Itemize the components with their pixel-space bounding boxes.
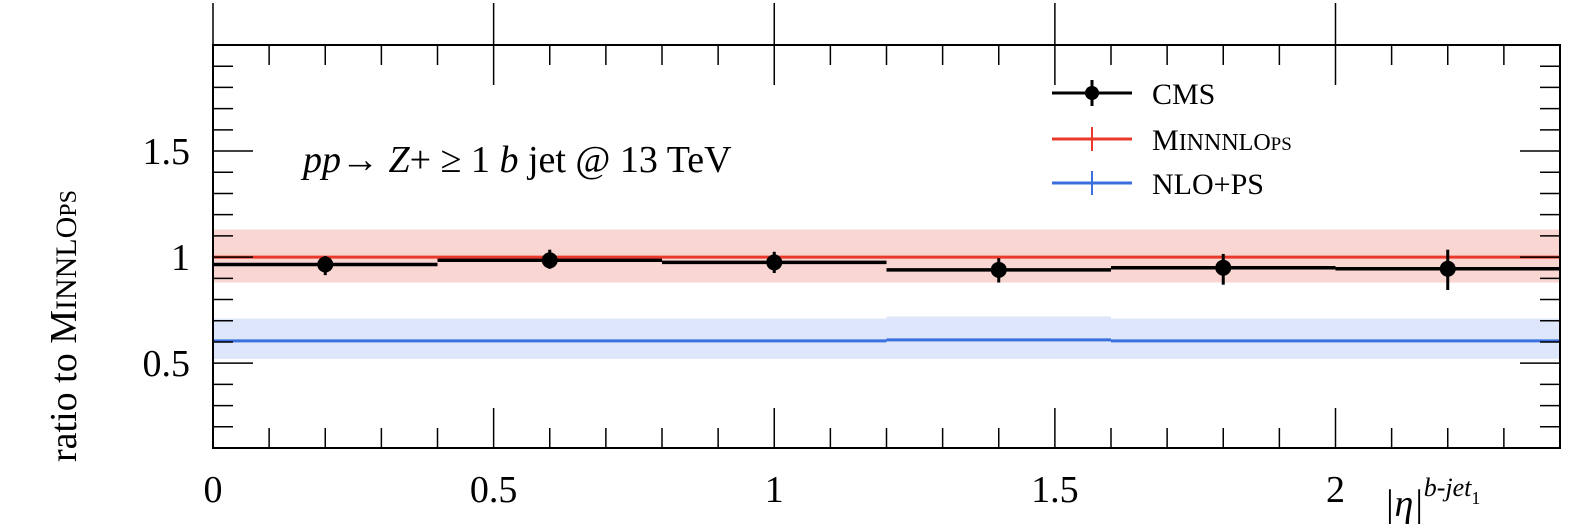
legend-label-minnlo-smallcaps: INNNLO bbox=[1179, 130, 1271, 156]
legend-entry-minnlo: MINNNLOPS bbox=[1052, 124, 1292, 157]
x-axis-label-sup: b-jet bbox=[1424, 473, 1472, 502]
annot-arrow: → bbox=[341, 139, 389, 181]
x-tick-label-1.5: 1.5 bbox=[1031, 469, 1079, 511]
y-tick-label-0.5: 0.5 bbox=[143, 343, 191, 385]
y-axis-label: ratio to MINNLOPS bbox=[43, 190, 85, 462]
y-axis-label-main: ratio to M bbox=[43, 310, 85, 462]
point-cms-4 bbox=[1215, 259, 1232, 276]
y-axis-label-sub: PS bbox=[56, 190, 82, 217]
legend-label-minnlo-sub: PS bbox=[1271, 134, 1292, 155]
x-axis-label: |η|b-jet1 bbox=[1384, 473, 1480, 525]
legend-label-nlops: NLO+PS bbox=[1152, 168, 1264, 201]
legend-label-cms: CMS bbox=[1152, 78, 1215, 111]
band-nlops-bin-3 bbox=[886, 316, 1111, 359]
y-axis-label-smallcaps: INNLO bbox=[50, 217, 83, 310]
x-axis-label-sup-sub: 1 bbox=[1471, 488, 1480, 508]
point-cms-1 bbox=[541, 252, 558, 269]
series-lines bbox=[213, 255, 1560, 343]
annot-pp: pp bbox=[300, 139, 341, 181]
legend-entry-cms: CMS bbox=[1052, 78, 1215, 111]
point-cms-5 bbox=[1439, 260, 1456, 277]
legend: CMS MINNNLOPS NLO+PS bbox=[1052, 78, 1292, 201]
tick-labels: 0 0.5 1 1.5 2 0.5 1 1.5 bbox=[143, 131, 1346, 511]
x-tick-label-0: 0 bbox=[204, 469, 223, 511]
annot-b: b bbox=[499, 139, 518, 181]
band-nlops-bin-5 bbox=[1335, 318, 1560, 359]
annot-z: Z bbox=[389, 139, 411, 181]
annot-rest: jet @ 13 TeV bbox=[518, 139, 732, 181]
legend-label-minnlo-main: M bbox=[1152, 124, 1179, 157]
band-nlops-bin-2 bbox=[662, 318, 887, 359]
legend-label-minnlo: MINNNLOPS bbox=[1152, 124, 1292, 157]
x-tick-label-1: 1 bbox=[765, 469, 784, 511]
x-tick-label-2: 2 bbox=[1326, 469, 1345, 511]
band-nlops-bin-4 bbox=[1111, 318, 1336, 359]
annot-plus-geq: + ≥ 1 bbox=[410, 139, 500, 181]
process-annotation: pp→ Z+ ≥ 1 b jet @ 13 TeV bbox=[300, 139, 732, 181]
point-cms-3 bbox=[990, 261, 1007, 278]
x-axis-label-main: |η| bbox=[1384, 483, 1424, 525]
axis-ticks bbox=[212, 3, 1561, 449]
legend-entry-nlops: NLO+PS bbox=[1052, 168, 1264, 201]
y-tick-label-1.5: 1.5 bbox=[143, 131, 191, 173]
band-nlops-bin-1 bbox=[437, 318, 662, 359]
plot-frame bbox=[212, 44, 1561, 449]
band-nlops-bin-0 bbox=[213, 318, 438, 359]
legend-marker-cms bbox=[1085, 86, 1099, 100]
data-points bbox=[317, 249, 1456, 290]
point-cms-0 bbox=[317, 256, 334, 273]
point-cms-2 bbox=[766, 254, 783, 271]
y-tick-label-1: 1 bbox=[171, 237, 190, 279]
x-tick-label-0.5: 0.5 bbox=[470, 469, 518, 511]
